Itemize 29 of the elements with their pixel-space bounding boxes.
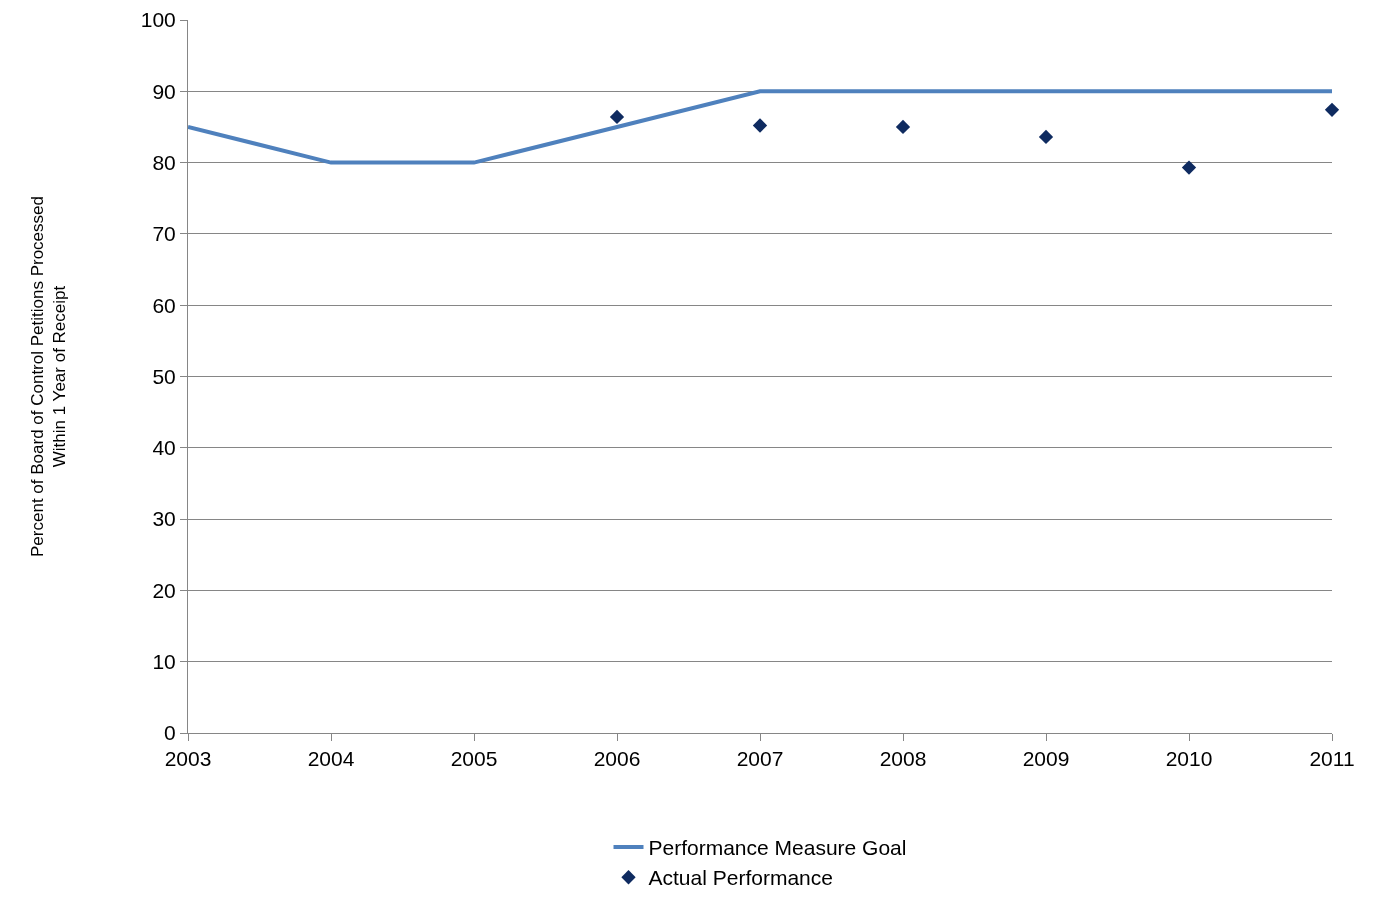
point [1181, 160, 1197, 175]
y-tick-label: 80 [152, 150, 176, 174]
x-tick-label: 2006 [593, 747, 641, 771]
x-tick-label: 2005 [450, 747, 498, 771]
y-tick-label: 30 [152, 507, 176, 531]
x-tick-label: 2011 [1309, 747, 1355, 771]
y-tick-label: 70 [152, 222, 176, 246]
x-tick-label: 2007 [736, 747, 784, 771]
x-tick-label: 2003 [164, 747, 212, 771]
point [1324, 102, 1340, 117]
point [609, 109, 625, 125]
y-tick-label: 100 [140, 8, 176, 32]
x-tick-label: 2010 [1165, 747, 1213, 771]
x-tick-label: 2004 [307, 747, 355, 771]
y-tick-label: 50 [152, 364, 176, 388]
point [895, 119, 911, 135]
y-tick-label: 90 [152, 79, 176, 103]
y-tick-label: 40 [152, 436, 176, 460]
legend-label: Actual Performance [648, 866, 833, 890]
legend-label: Performance Measure Goal [648, 836, 907, 860]
point [1038, 129, 1054, 145]
point [752, 118, 768, 133]
y-axis-title: Percent of Board of Control Petitions Processed Within 1 Year of Receipt [28, 196, 70, 557]
x-tick-label: 2008 [879, 747, 927, 771]
y-tick-label: 20 [152, 578, 176, 602]
y-tick-label: 10 [152, 650, 176, 674]
y-tick-label: 60 [152, 293, 176, 317]
x-tick-label: 2009 [1022, 747, 1070, 771]
y-tick-label: 0 [164, 721, 176, 745]
